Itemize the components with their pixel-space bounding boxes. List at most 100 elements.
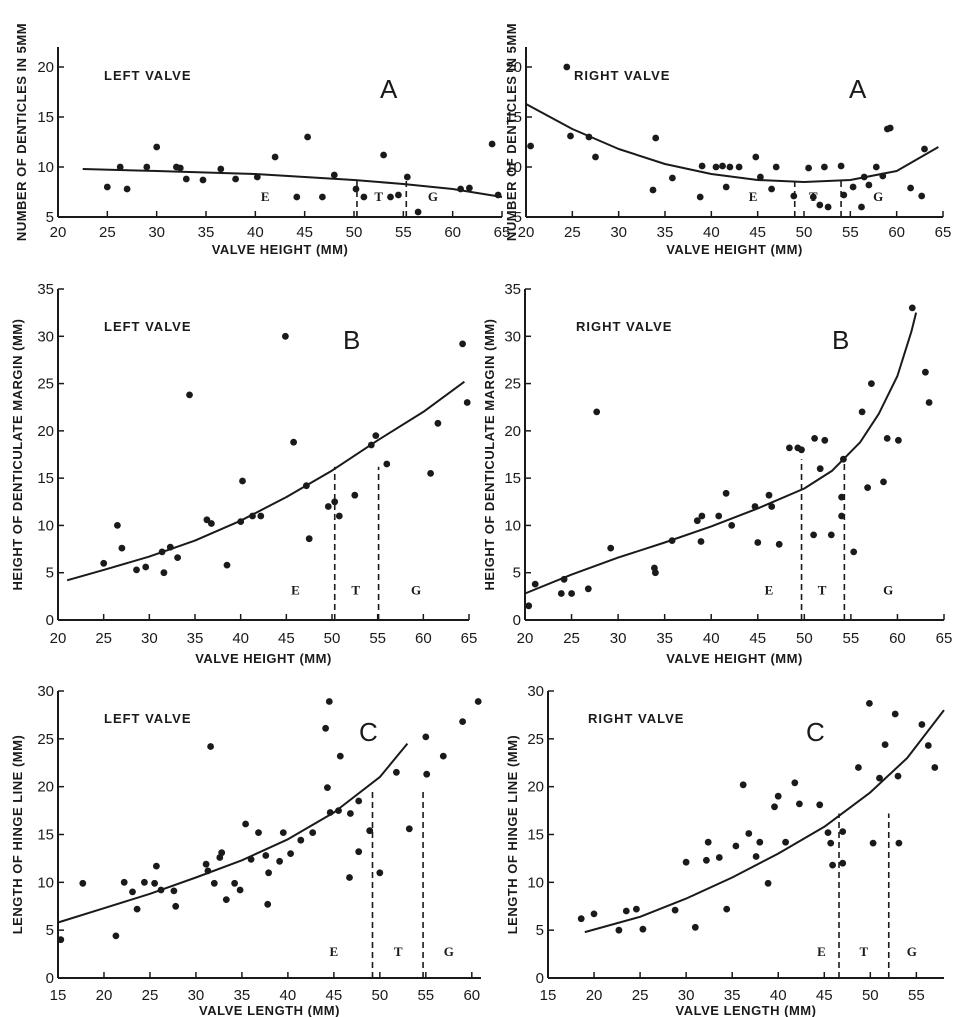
data-point (151, 879, 159, 887)
y-tick-label: 5 (536, 922, 544, 939)
data-point (585, 133, 593, 141)
data-point (393, 768, 400, 776)
data-point (525, 602, 533, 610)
data-point (682, 858, 690, 866)
x-tick-label: 15 (540, 987, 557, 1004)
x-tick-label: 45 (749, 224, 766, 241)
y-tick-label: 5 (46, 922, 54, 939)
data-point (319, 193, 326, 201)
y-tick-label: 25 (527, 731, 544, 748)
data-point (199, 176, 207, 184)
data-point (112, 932, 120, 940)
panel-title: RIGHT VALVE (576, 319, 672, 334)
x-tick-label: 30 (610, 224, 627, 241)
y-tick-label: 5 (46, 209, 54, 226)
data-point (824, 829, 832, 836)
x-tick-label: 35 (656, 630, 673, 647)
data-point (360, 193, 368, 201)
x-tick-label: 65 (936, 630, 953, 647)
data-point (264, 900, 272, 908)
fitted-curve (525, 103, 939, 183)
data-point (376, 869, 384, 877)
data-point (668, 537, 676, 544)
x-tick-label: 25 (632, 987, 649, 1004)
data-point (249, 512, 256, 520)
data-point (839, 828, 847, 835)
data-point (622, 907, 630, 915)
data-point (257, 512, 265, 520)
data-point (768, 185, 775, 193)
x-tick-label: 50 (796, 224, 813, 241)
y-tick-label: 5 (514, 209, 522, 226)
data-point (133, 566, 140, 574)
data-point (129, 888, 136, 896)
y-axis-title: HEIGHT OF DENTICULATE MARGIN (MM) (482, 319, 497, 591)
data-point (366, 827, 374, 835)
data-point (383, 460, 391, 468)
data-point (182, 175, 190, 183)
data-point (879, 172, 887, 180)
data-point (120, 878, 128, 886)
data-point (697, 538, 705, 545)
zone-label-g: G (907, 944, 917, 959)
data-point (798, 446, 805, 454)
data-point (218, 849, 226, 857)
x-tick-label: 25 (99, 224, 116, 241)
x-tick-label: 20 (586, 987, 603, 1004)
data-point (324, 503, 332, 510)
data-point (255, 829, 262, 836)
data-point (262, 852, 270, 859)
data-point (722, 489, 730, 497)
data-point (811, 435, 818, 442)
zone-label-e: E (817, 944, 826, 959)
y-tick-label: 30 (37, 683, 54, 700)
x-tick-label: 40 (280, 987, 297, 1004)
data-point (607, 544, 615, 552)
x-tick-label: 55 (395, 224, 412, 241)
x-tick-label: 25 (142, 987, 159, 1004)
y-tick-label: 30 (37, 328, 54, 345)
data-point (816, 201, 824, 209)
data-point (423, 770, 431, 778)
y-axis-title: NUMBER OF DENTICLES IN 5MM (504, 23, 519, 241)
data-point (894, 772, 902, 780)
data-point (367, 441, 375, 449)
data-point (868, 380, 875, 387)
data-point (217, 165, 225, 173)
data-point (166, 543, 174, 551)
data-point (756, 838, 764, 846)
x-tick-label: 30 (148, 224, 165, 241)
y-tick-label: 15 (504, 470, 521, 487)
data-point (236, 886, 244, 894)
data-point (821, 436, 829, 444)
data-point (242, 820, 250, 828)
data-point (355, 848, 363, 856)
data-point (782, 838, 789, 846)
data-point (715, 854, 723, 861)
data-point (304, 133, 311, 141)
data-point (722, 183, 730, 191)
data-point (712, 163, 720, 171)
data-point (775, 540, 783, 548)
panel-letter: A (849, 74, 867, 104)
x-tick-label: 20 (50, 224, 67, 241)
data-point (821, 163, 828, 171)
data-point (839, 859, 847, 867)
data-point (172, 902, 180, 910)
data-point (297, 836, 305, 844)
x-axis-title: VALVE LENGTH (MM) (676, 1003, 817, 1017)
data-point (207, 743, 215, 750)
data-point (922, 368, 929, 376)
data-point (325, 698, 333, 705)
y-tick-label: 35 (504, 281, 521, 298)
data-point (265, 869, 272, 877)
data-point (463, 399, 471, 406)
data-point (414, 208, 422, 216)
x-tick-label: 50 (324, 630, 341, 647)
x-tick-label: 55 (417, 987, 434, 1004)
data-point (796, 800, 803, 808)
data-point (176, 164, 184, 172)
x-tick-label: 25 (564, 224, 581, 241)
x-tick-label: 40 (703, 630, 720, 647)
